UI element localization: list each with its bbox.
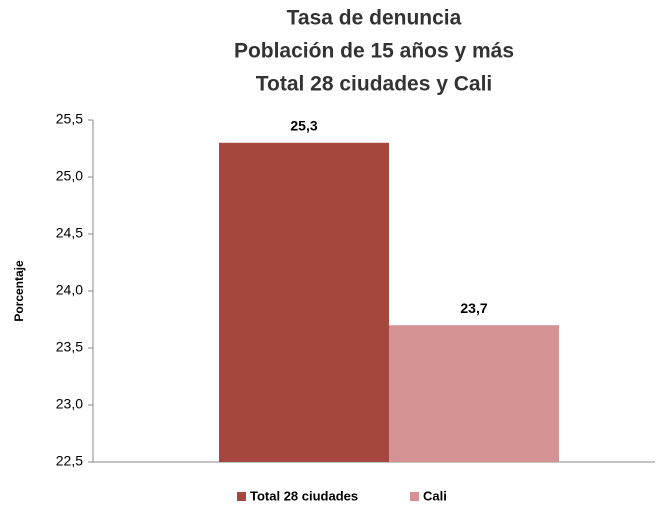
legend-label: Total 28 ciudades [250, 488, 358, 503]
y-tick-label: 23,5 [56, 339, 83, 355]
y-tick-label: 24,5 [56, 225, 83, 241]
bar [219, 142, 389, 463]
chart-title: Tasa de denuncia [287, 7, 462, 30]
y-tick-label: 22,5 [56, 453, 83, 469]
data-label: 23,7 [460, 300, 487, 316]
chart-title: Total 28 ciudades y Cali [256, 73, 493, 96]
y-tick-label: 24,0 [56, 282, 83, 298]
legend-label: Cali [423, 488, 447, 503]
legend-swatch [237, 492, 246, 501]
y-tick-label: 25,0 [56, 168, 83, 184]
bar [389, 325, 559, 462]
y-tick-label: 23,0 [56, 396, 83, 412]
legend-swatch [410, 492, 419, 501]
y-axis-label: Porcentaje [12, 260, 26, 322]
data-label: 25,3 [290, 118, 317, 134]
chart-title: Población de 15 años y más [234, 40, 514, 63]
y-tick-label: 25,5 [56, 111, 83, 127]
